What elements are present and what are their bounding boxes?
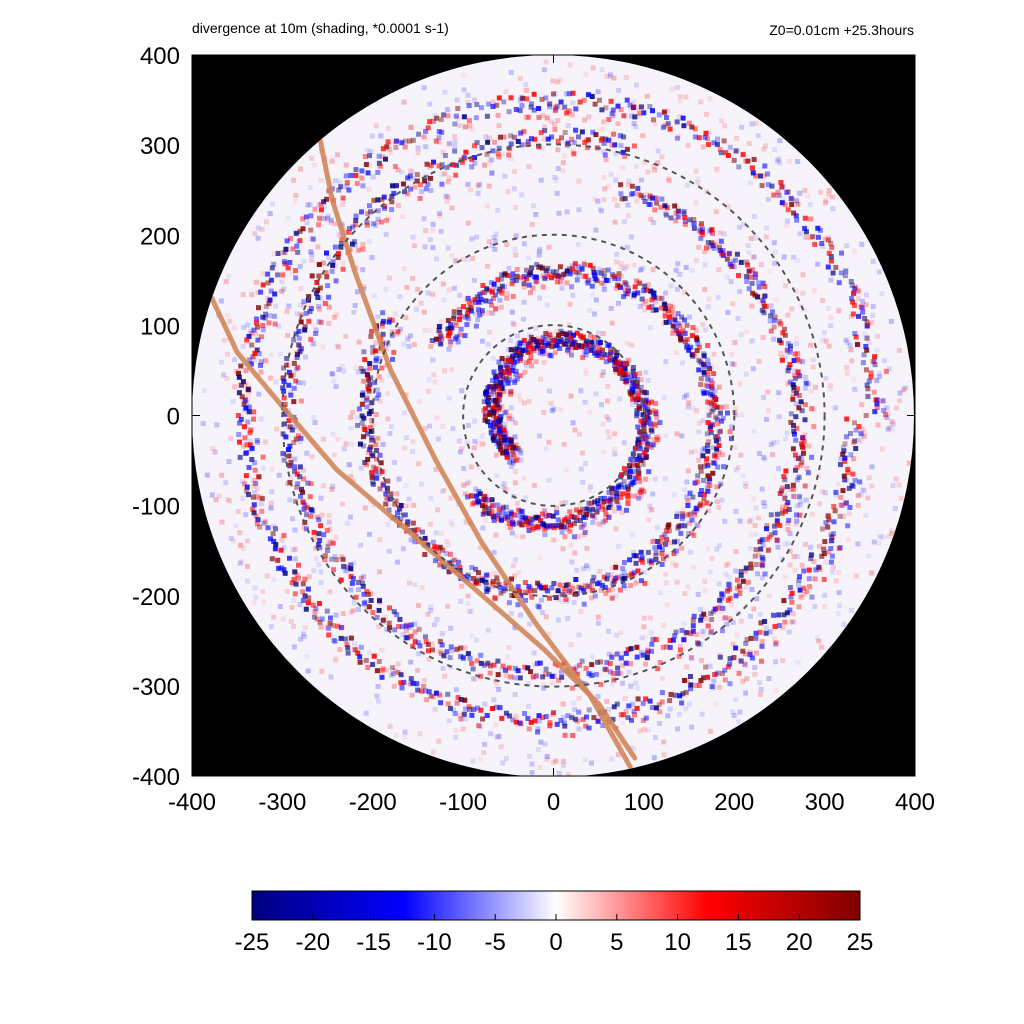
x-tick-label: 0 xyxy=(547,789,560,816)
colorbar-tick-label: -25 xyxy=(235,929,270,956)
x-tick-label: -200 xyxy=(349,789,397,816)
divergence-field xyxy=(192,55,914,777)
chart-title: divergence at 10m (shading, *0.0001 s-1) xyxy=(192,20,449,36)
colorbar-tick-label: -15 xyxy=(356,929,391,956)
x-tick-label: -300 xyxy=(258,789,306,816)
x-tick-label: 400 xyxy=(895,789,935,816)
range-circle-100 xyxy=(462,324,645,507)
colorbar-tick-label: 5 xyxy=(610,929,623,956)
colorbar-tick-label: -5 xyxy=(485,929,506,956)
x-tick-label: -400 xyxy=(168,789,216,816)
track-line-2 xyxy=(209,295,638,761)
x-tick-label: 300 xyxy=(805,789,845,816)
x-tick-label: 200 xyxy=(714,789,754,816)
range-circle-200 xyxy=(371,233,736,598)
y-tick-label: 200 xyxy=(140,223,180,250)
track-line-1 xyxy=(317,138,633,770)
y-tick-label: -300 xyxy=(132,674,180,701)
y-tick-label: -400 xyxy=(132,764,180,791)
y-tick-label: -200 xyxy=(132,584,180,611)
y-tick-label: 0 xyxy=(167,404,180,431)
colorbar-tick-label: 20 xyxy=(786,929,813,956)
x-tick-label: -100 xyxy=(439,789,487,816)
colorbar-tick-label: 10 xyxy=(664,929,691,956)
colorbar-tick-label: 0 xyxy=(549,929,562,956)
range-circle-300 xyxy=(281,143,826,688)
colorbar-tick-label: 25 xyxy=(847,929,874,956)
y-tick-label: 100 xyxy=(140,313,180,340)
colorbar-tick-label: 15 xyxy=(725,929,752,956)
colorbar-tick-label: -20 xyxy=(295,929,330,956)
y-tick-label: -100 xyxy=(132,494,180,521)
x-tick-label: 100 xyxy=(624,789,664,816)
y-tick-label: 400 xyxy=(140,43,180,70)
y-tick-label: 300 xyxy=(140,133,180,160)
run-info-label: Z0=0.01cm +25.3hours xyxy=(769,22,914,38)
colorbar-tick-label: -10 xyxy=(417,929,452,956)
